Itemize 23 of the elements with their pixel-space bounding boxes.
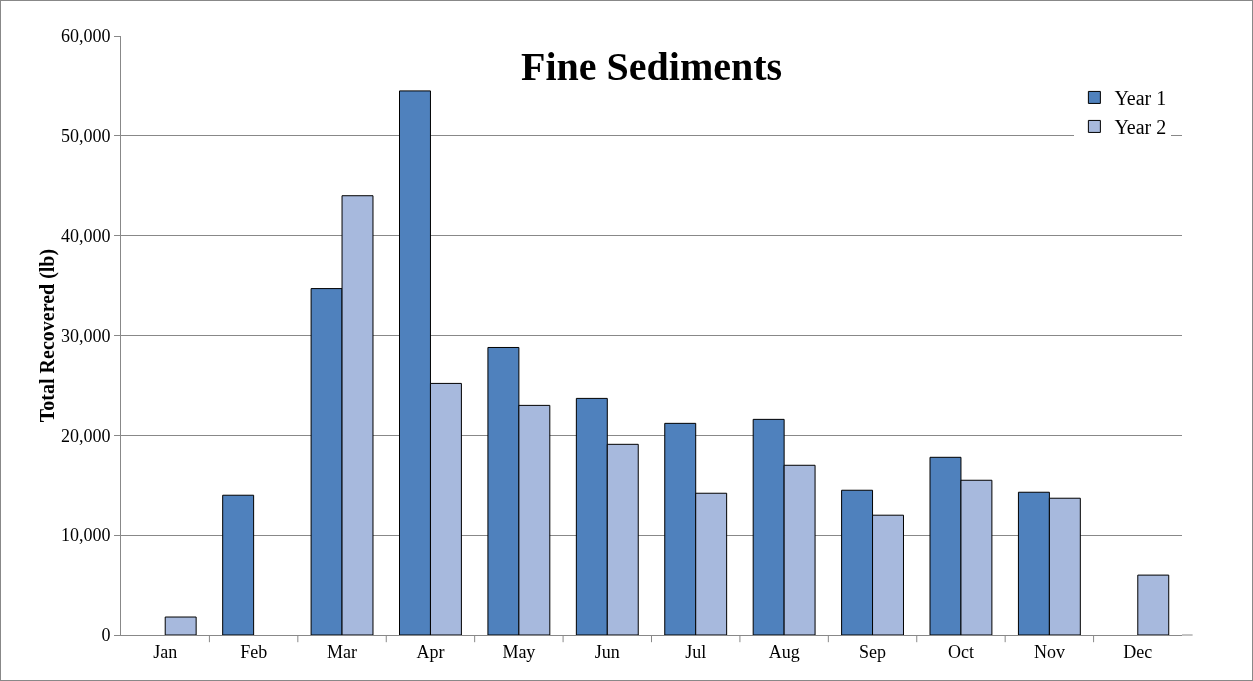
x-tick-label: Feb (240, 641, 268, 662)
legend-label: Year 2 (1114, 116, 1167, 139)
chart-title: Fine Sediments (521, 44, 783, 89)
y-tick-label: 0 (101, 625, 111, 646)
x-tick-label: Dec (1123, 641, 1153, 662)
legend-label: Year 1 (1114, 87, 1167, 110)
x-tick-label: Sep (859, 641, 887, 662)
x-tick-label: Mar (327, 641, 358, 662)
y-tick-label: 20,000 (60, 425, 111, 446)
x-tick-label: Nov (1033, 641, 1065, 662)
y-tick-label: 50,000 (60, 126, 111, 147)
y-tick-label: 30,000 (60, 325, 111, 346)
y-tick-label: 60,000 (60, 26, 111, 47)
y-tick-label: 40,000 (60, 225, 111, 246)
y-tick-label: 10,000 (60, 525, 111, 546)
x-tick-label: Apr (416, 641, 445, 662)
x-tick-label: Aug (768, 641, 800, 662)
x-tick-label: Jun (594, 641, 620, 662)
y-axis-title: Total Recovered (lb) (35, 248, 59, 423)
x-tick-label: Jan (153, 641, 178, 662)
x-tick-label: Oct (947, 641, 974, 662)
x-tick-label: May (502, 641, 536, 662)
x-tick-label: Jul (685, 641, 707, 662)
